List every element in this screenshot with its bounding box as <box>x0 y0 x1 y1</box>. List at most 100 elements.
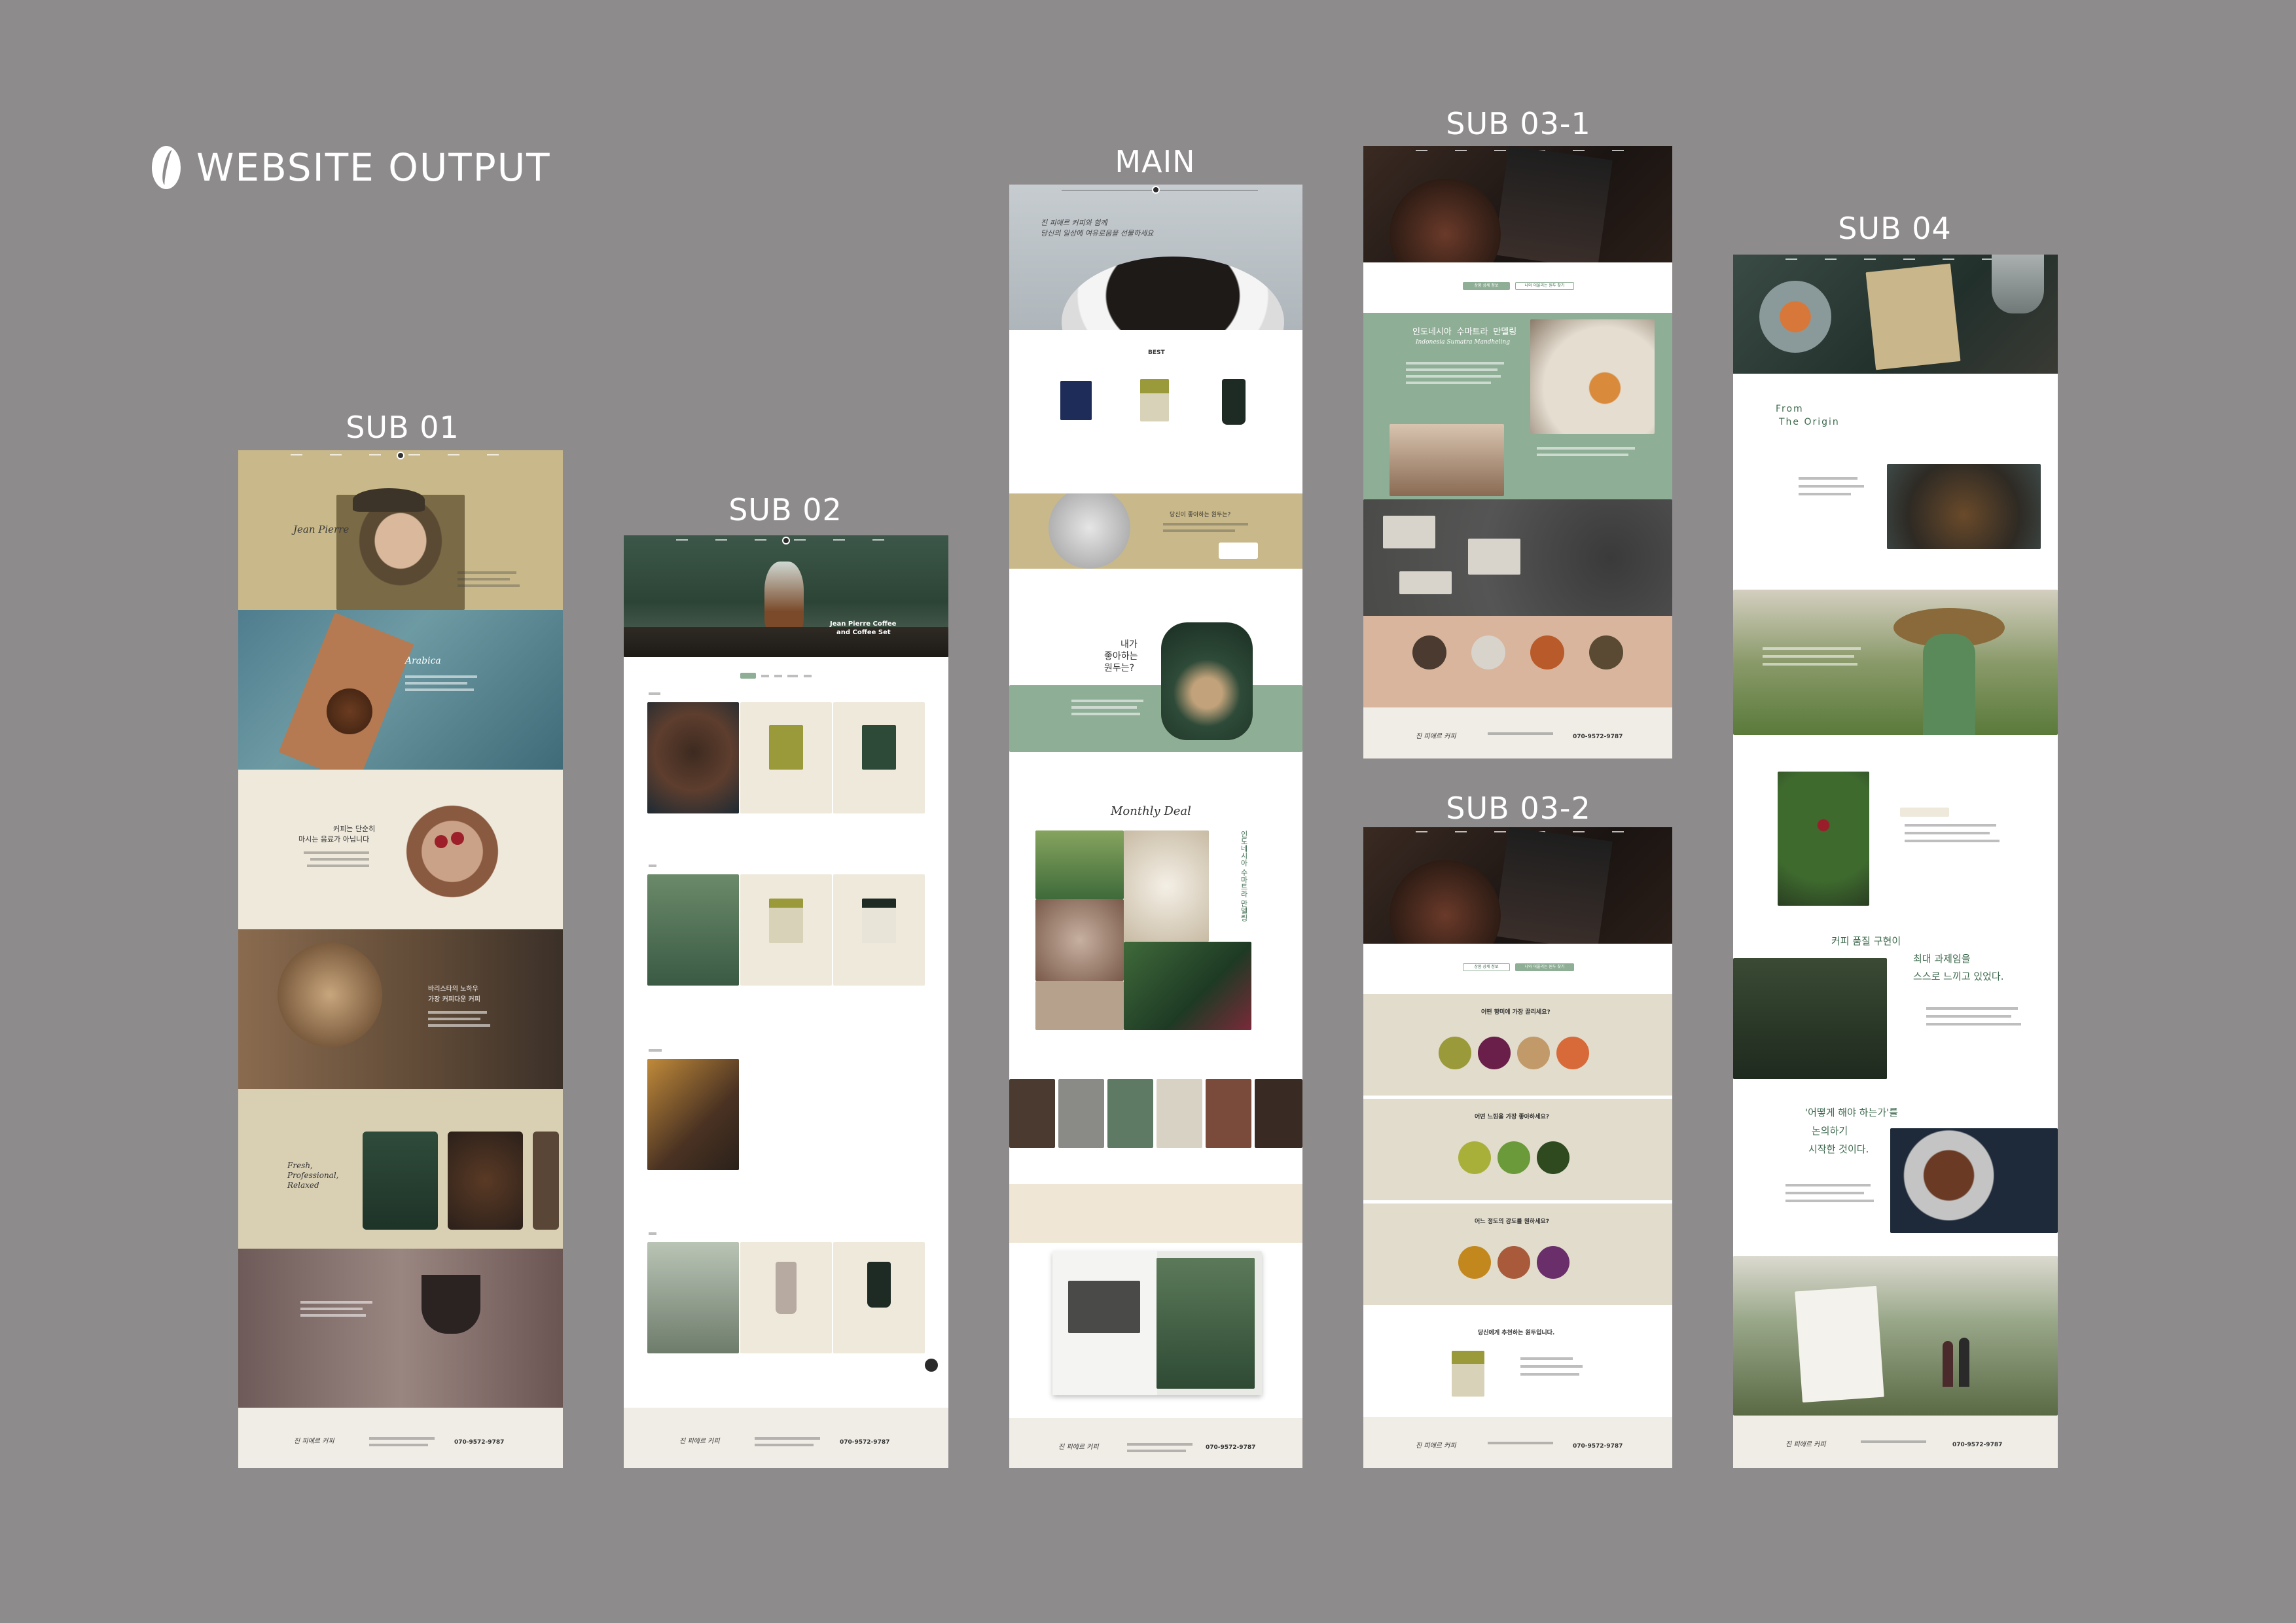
sub02-footer: 진 피에르 커피 070-9572-9787 <box>624 1408 948 1468</box>
bean-sack-photo <box>1390 179 1501 262</box>
note-card-3 <box>1399 571 1452 594</box>
insta-photo-2[interactable] <box>1058 1079 1104 1148</box>
detail-button[interactable]: 상품 상세 정보 <box>1463 963 1510 971</box>
quiz-1: 어떤 향미에 가장 끌리세요? <box>1363 994 1672 1096</box>
best-item-2[interactable] <box>1140 379 1169 421</box>
sub01-barista-title-1: 바리스타의 노하우 <box>428 986 478 993</box>
reading-photo <box>1390 424 1504 496</box>
product-bag-cream <box>769 899 803 943</box>
dripper-photo <box>422 1275 480 1334</box>
sub01-arabica: Arabica <box>238 610 563 770</box>
plate-photo <box>1759 281 1831 353</box>
quiz-1-question: 어떤 향미에 가장 끌리세요? <box>1481 1009 1551 1016</box>
main-question-2: 좋아하는 <box>1104 651 1138 662</box>
cup-photo <box>1062 257 1284 330</box>
note-icon-4 <box>1589 635 1623 669</box>
label-sub02: SUB 02 <box>728 492 842 527</box>
quiz-1-option-4[interactable] <box>1556 1037 1589 1069</box>
bean-bowl <box>327 688 372 734</box>
main-hero-line-2: 당신의 일상에 여유로움을 선물하세요 <box>1041 229 1154 238</box>
product-bag-green <box>862 725 896 770</box>
table-edge <box>624 627 948 657</box>
main-vertical-title: 인도네시아 수마트라 만델링 <box>1240 830 1248 921</box>
best-item-3[interactable] <box>1222 379 1246 425</box>
sub04-footer: 진 피에르 커피 070-9572-9787 <box>1733 1416 2058 1468</box>
sub04-quality-3: 스스로 느끼고 있었다. <box>1913 971 2004 982</box>
figure-2 <box>1959 1338 1969 1387</box>
find-bean-button[interactable]: 나와 어울리는 원두 찾기 <box>1515 282 1574 290</box>
note-icon-1 <box>1412 635 1446 669</box>
magazine-photo-right <box>1157 1258 1255 1389</box>
sub04-how-3: 시작한 것이다. <box>1808 1143 1869 1155</box>
note-card-1 <box>1383 516 1435 548</box>
chemex-photo <box>764 562 804 633</box>
product-card-8[interactable] <box>647 1242 739 1353</box>
sub03-2-footer: 진 피에르 커피 070-9572-9787 <box>1363 1417 1672 1468</box>
sub01-hero-name: Jean Pierre <box>293 524 350 535</box>
product-bag-olive <box>769 725 803 770</box>
quiz-2-option-2[interactable] <box>1498 1141 1530 1174</box>
best-item-1[interactable] <box>1060 381 1092 420</box>
coffee-bag-photo <box>1494 827 1613 944</box>
footer-phone: 070-9572-9787 <box>454 1439 505 1446</box>
sub02-hero: Jean Pierre Coffee and Coffee Set <box>624 535 948 657</box>
monthly-photo-4 <box>1124 942 1251 1030</box>
coffee-bag-photo <box>1494 146 1613 262</box>
main-banner-text: 당신이 좋아하는 원두는? <box>1170 512 1231 518</box>
product-card-4[interactable] <box>647 874 739 986</box>
insta-photo-3[interactable] <box>1107 1079 1153 1148</box>
quiz-3: 어느 정도의 강도를 원하세요? <box>1363 1204 1672 1305</box>
scroll-top-button[interactable] <box>925 1359 938 1372</box>
sub02-hero-title-2: and Coffee Set <box>836 629 891 636</box>
label-main: MAIN <box>1115 144 1196 179</box>
card-forest[interactable] <box>363 1132 438 1230</box>
insta-photo-5[interactable] <box>1206 1079 1251 1148</box>
quiz-3-option-2[interactable] <box>1498 1246 1530 1279</box>
insta-photo-1[interactable] <box>1009 1079 1055 1148</box>
quiz-3-option-3[interactable] <box>1537 1246 1570 1279</box>
note-card-2 <box>1468 539 1520 575</box>
moka-pot-photo <box>1992 255 2044 313</box>
sub03-1-footer: 진 피에르 커피 070-9572-9787 <box>1363 707 1672 758</box>
label-sub03-2: SUB 03-2 <box>1446 791 1591 826</box>
monthly-photo-1 <box>1035 830 1124 899</box>
book-photo <box>1865 263 1961 370</box>
quiz-1-option-2[interactable] <box>1478 1037 1511 1069</box>
sub01-fresh: Fresh, Professional, Relaxed <box>238 1089 563 1249</box>
quiz-1-option-1[interactable] <box>1439 1037 1471 1069</box>
board-title: WEBSITE OUTPUT <box>152 145 551 190</box>
page-sub03-2: 상품 상세 정보 나와 어울리는 원두 찾기 어떤 향미에 가장 끌리세요? 어… <box>1363 827 1672 1468</box>
quiz-2-option-1[interactable] <box>1458 1141 1491 1174</box>
footer-brand: 진 피에르 커피 <box>294 1438 334 1445</box>
product-card-1[interactable] <box>647 702 739 813</box>
insta-photo-4[interactable] <box>1157 1079 1202 1148</box>
sub02-hero-title-1: Jean Pierre Coffee <box>830 620 897 628</box>
logo-icon <box>397 452 404 459</box>
product-card-7[interactable] <box>647 1059 739 1170</box>
sub04-quality-1: 커피 품질 구현이 <box>1831 935 1901 947</box>
quiz-1-option-3[interactable] <box>1517 1037 1550 1069</box>
find-bean-button[interactable]: 나와 어울리는 원두 찾기 <box>1515 963 1574 971</box>
label-sub04: SUB 04 <box>1838 211 1952 246</box>
quiz-3-question: 어느 정도의 강도를 원하세요? <box>1475 1219 1549 1225</box>
farmer-photo <box>1733 590 2058 735</box>
detail-button[interactable]: 상품 상세 정보 <box>1463 282 1510 290</box>
page-main: 진 피에르 커피와 함께 당신의 일상에 여유로움을 선물하세요 BEST 당신… <box>1009 185 1302 1468</box>
quiz-3-option-1[interactable] <box>1458 1246 1491 1279</box>
quiz-2-option-3[interactable] <box>1537 1141 1570 1174</box>
footer-brand: 진 피에르 커피 <box>1416 1442 1456 1450</box>
tab-all[interactable] <box>740 673 756 679</box>
scoop-photo <box>1890 1128 2058 1233</box>
cup-icon <box>867 1262 891 1308</box>
sub01-barista: 바리스타의 노하우 가장 커피다운 커피 <box>238 929 563 1089</box>
card-partial[interactable] <box>533 1132 559 1230</box>
footer-brand: 진 피에르 커피 <box>1785 1441 1826 1448</box>
recommend-bag[interactable] <box>1452 1351 1484 1397</box>
sub04-how-2: 논의하기 <box>1812 1125 1848 1137</box>
insta-photo-6[interactable] <box>1255 1079 1302 1148</box>
sub03-1-notes <box>1363 616 1672 707</box>
product-bag-white <box>862 899 896 943</box>
card-beans[interactable] <box>448 1132 523 1230</box>
footer-brand: 진 피에르 커피 <box>1058 1444 1099 1451</box>
